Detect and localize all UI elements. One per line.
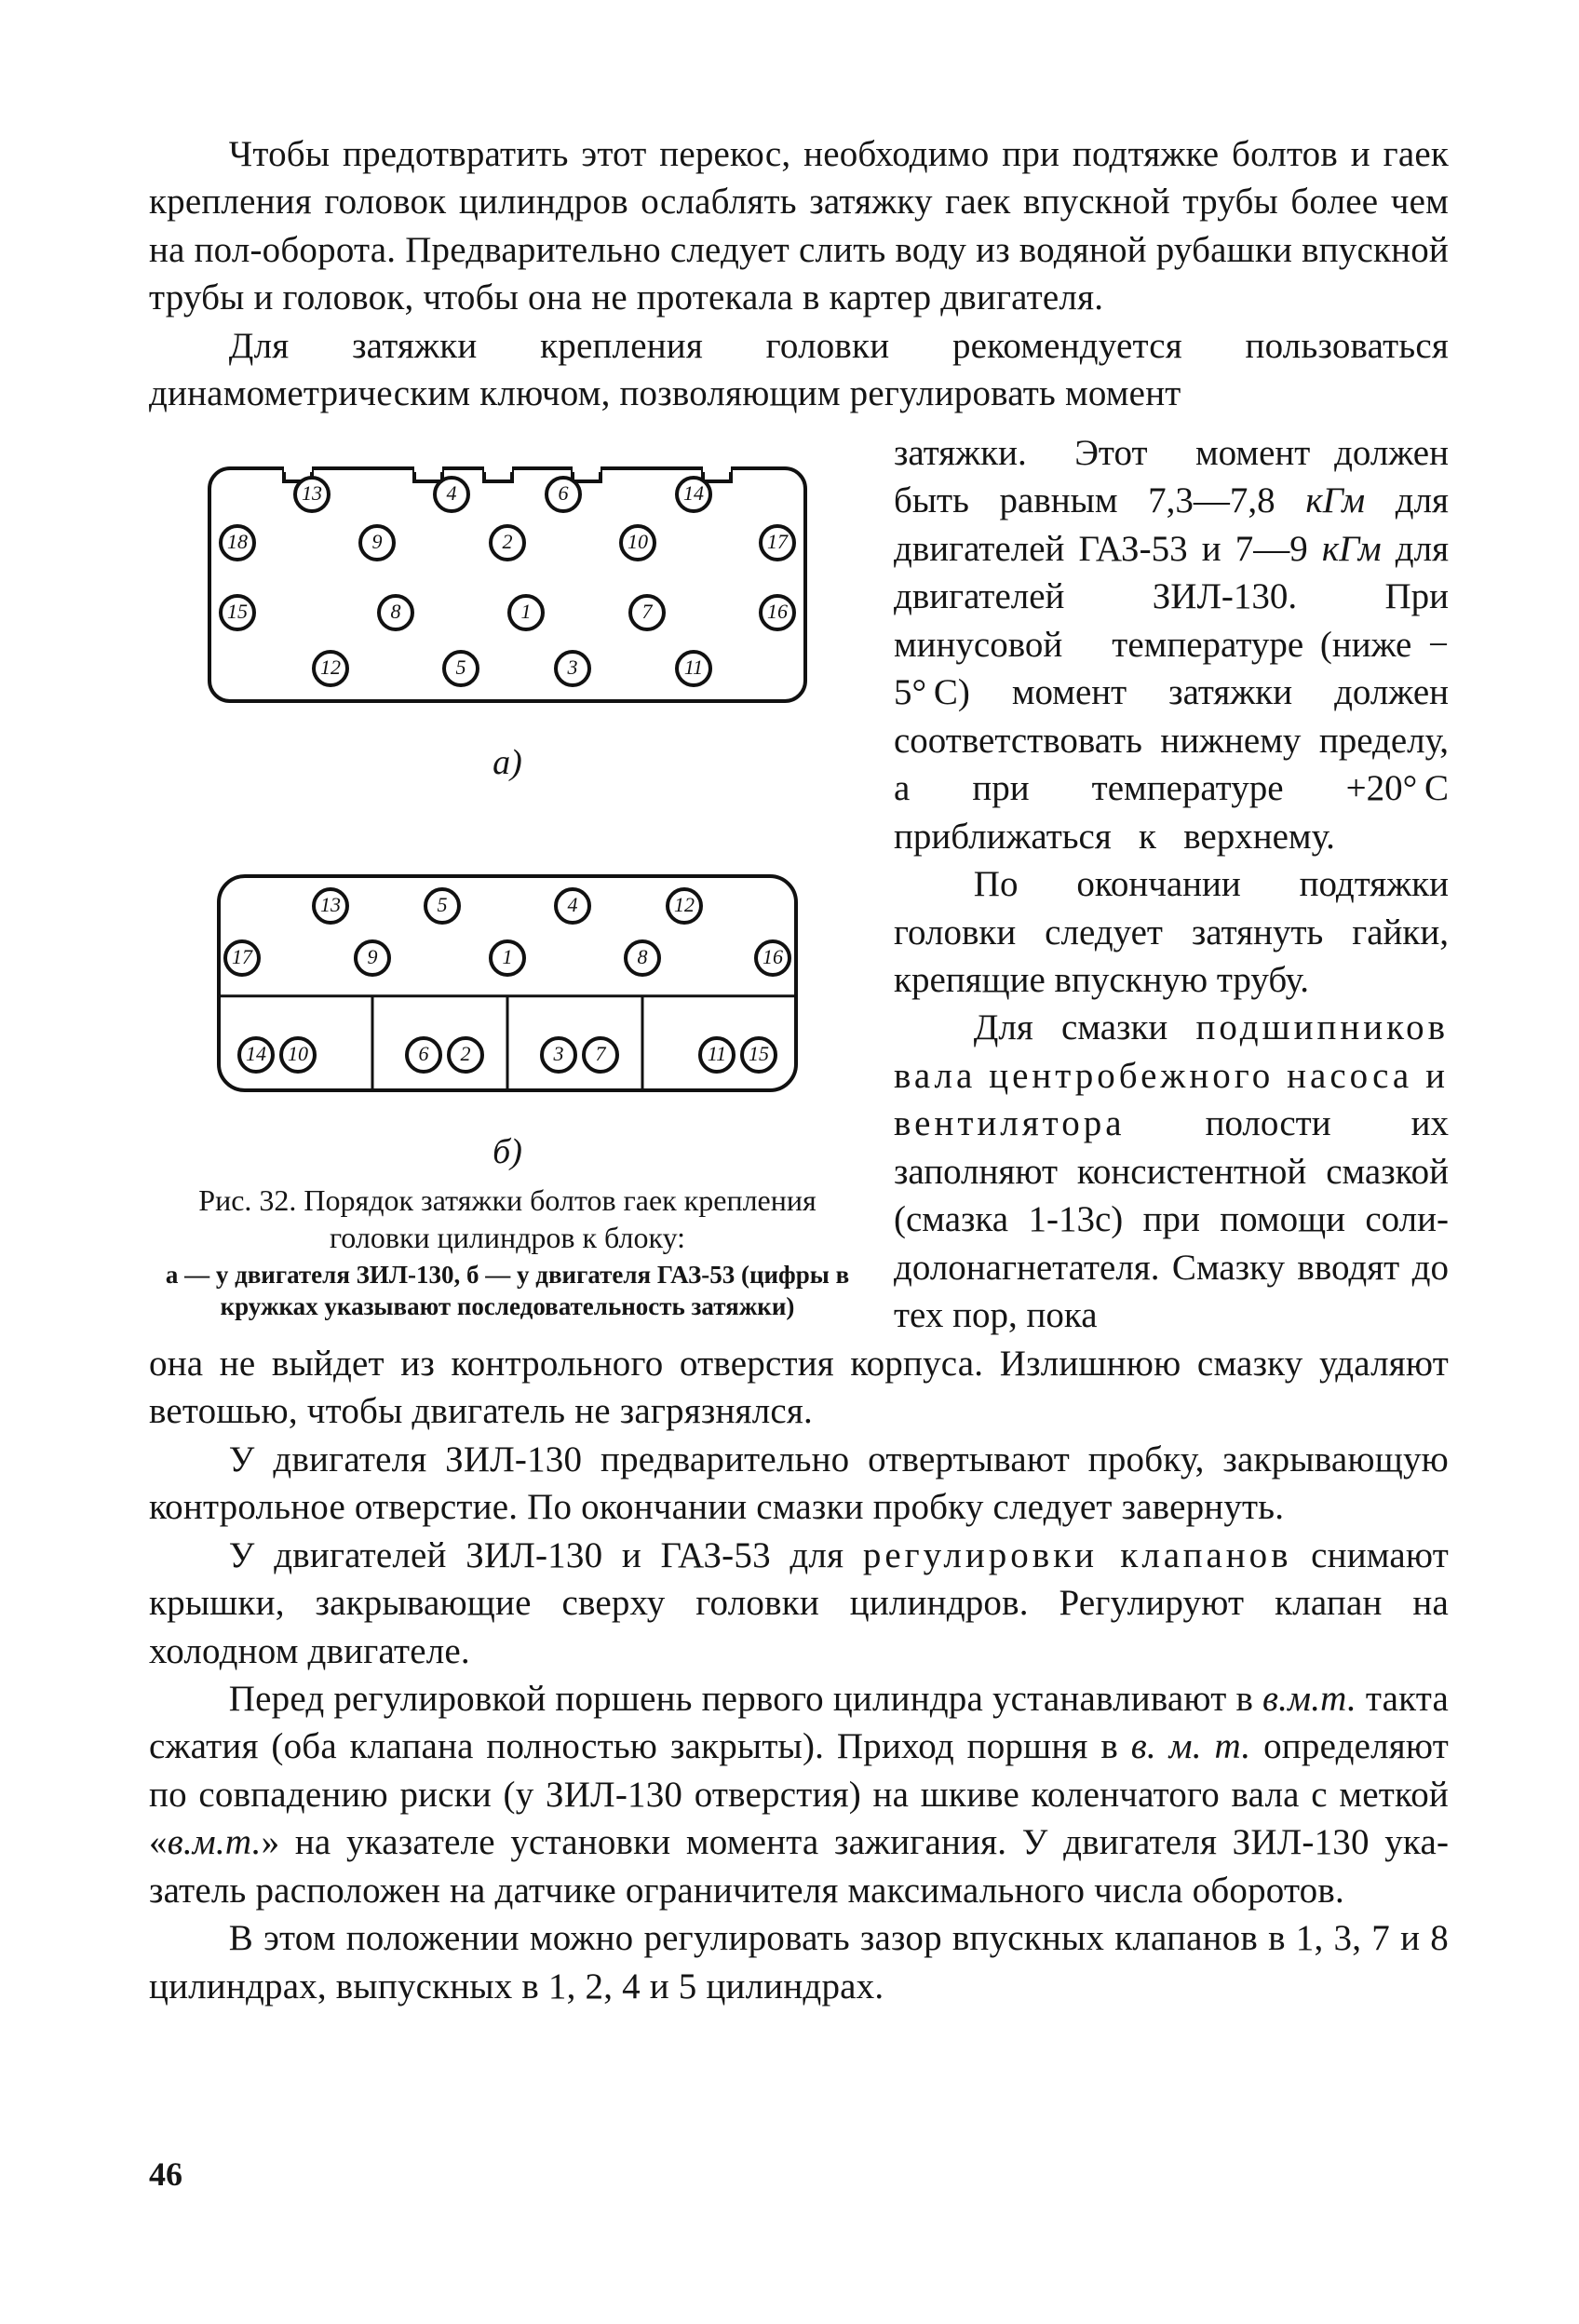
svg-text:3: 3: [553, 1042, 564, 1065]
svg-text:4: 4: [447, 481, 457, 505]
svg-text:5: 5: [438, 893, 448, 916]
svg-text:3: 3: [567, 655, 578, 679]
vmt-1: в.м.т.: [1262, 1679, 1356, 1719]
diagram-a-label: а): [149, 742, 866, 783]
p4-text: У двигателей ЗИЛ-130 и ГАЗ-53 для: [229, 1535, 863, 1575]
svg-text:14: 14: [246, 1042, 266, 1065]
spaced-term-2: регулировки клапа­нов: [863, 1535, 1292, 1575]
svg-text:15: 15: [749, 1042, 769, 1065]
svg-text:13: 13: [302, 481, 322, 505]
svg-text:10: 10: [288, 1042, 308, 1065]
svg-text:1: 1: [503, 945, 513, 968]
figure-caption: Рис. 32. Порядок затяжки болтов гаек кре…: [149, 1182, 866, 1256]
paragraph-after-wrap: она не выйдет из контрольного отверстия …: [149, 1340, 1449, 1436]
paragraph-6: В этом положении можно регулировать зазо…: [149, 1914, 1449, 2010]
svg-text:11: 11: [684, 655, 703, 679]
svg-text:15: 15: [227, 600, 248, 623]
paragraph-1: Чтобы предотвратить этот перекос, необхо…: [149, 130, 1449, 322]
diagram-b-label: б): [149, 1131, 866, 1172]
page-number: 46: [149, 2155, 182, 2194]
side-text: Для смазки: [974, 1007, 1196, 1047]
diagram-b: 1354121791816141062371115: [172, 848, 843, 1128]
svg-text:12: 12: [674, 893, 695, 916]
svg-text:2: 2: [503, 530, 513, 553]
svg-text:8: 8: [391, 600, 401, 623]
svg-text:8: 8: [638, 945, 648, 968]
paragraph-5: Перед регулировкой поршень первого цилин…: [149, 1675, 1449, 1914]
svg-text:17: 17: [767, 530, 789, 553]
svg-text:9: 9: [368, 945, 378, 968]
svg-text:2: 2: [461, 1042, 471, 1065]
paragraph-3: У двигателя ЗИЛ-130 предварительно отвер…: [149, 1436, 1449, 1532]
svg-text:7: 7: [596, 1042, 607, 1065]
diagram-a: 134614189210171581716125311: [172, 440, 843, 738]
svg-text:17: 17: [232, 945, 253, 968]
svg-text:6: 6: [559, 481, 569, 505]
svg-text:16: 16: [763, 945, 783, 968]
figure-subcaption: а — у двигателя ЗИЛ-130, б — у двигателя…: [149, 1260, 866, 1323]
paragraph-2-lead: Для затяжки крепления головки рекомендуе…: [149, 322, 1449, 418]
svg-text:4: 4: [568, 893, 578, 916]
svg-text:18: 18: [227, 530, 248, 553]
kgm-2: кГм: [1322, 529, 1382, 569]
svg-text:9: 9: [372, 530, 383, 553]
svg-text:12: 12: [320, 655, 341, 679]
paragraph-4: У двигателей ЗИЛ-130 и ГАЗ-53 для регули…: [149, 1532, 1449, 1675]
side-text: для двигателей ЗИЛ-130. При минусовой те…: [894, 529, 1449, 857]
svg-text:10: 10: [628, 530, 648, 553]
svg-text:5: 5: [456, 655, 466, 679]
svg-text:11: 11: [708, 1042, 726, 1065]
svg-text:14: 14: [683, 481, 704, 505]
svg-text:6: 6: [419, 1042, 429, 1065]
figure-32: 134614189210171581716125311 а) 135412179…: [149, 435, 866, 1323]
svg-text:13: 13: [320, 893, 341, 916]
p5-text: Перед регулировкой поршень первого цилин…: [229, 1679, 1262, 1719]
p5-text: » на ука­зателе установки момента зажига…: [149, 1822, 1449, 1910]
vmt-2: в. м. т.: [1131, 1726, 1251, 1766]
kgm-1: кГм: [1305, 480, 1365, 520]
svg-text:7: 7: [642, 600, 654, 623]
svg-text:16: 16: [767, 600, 788, 623]
svg-text:1: 1: [521, 600, 532, 623]
vmt-3: в.м.т.: [168, 1822, 262, 1862]
